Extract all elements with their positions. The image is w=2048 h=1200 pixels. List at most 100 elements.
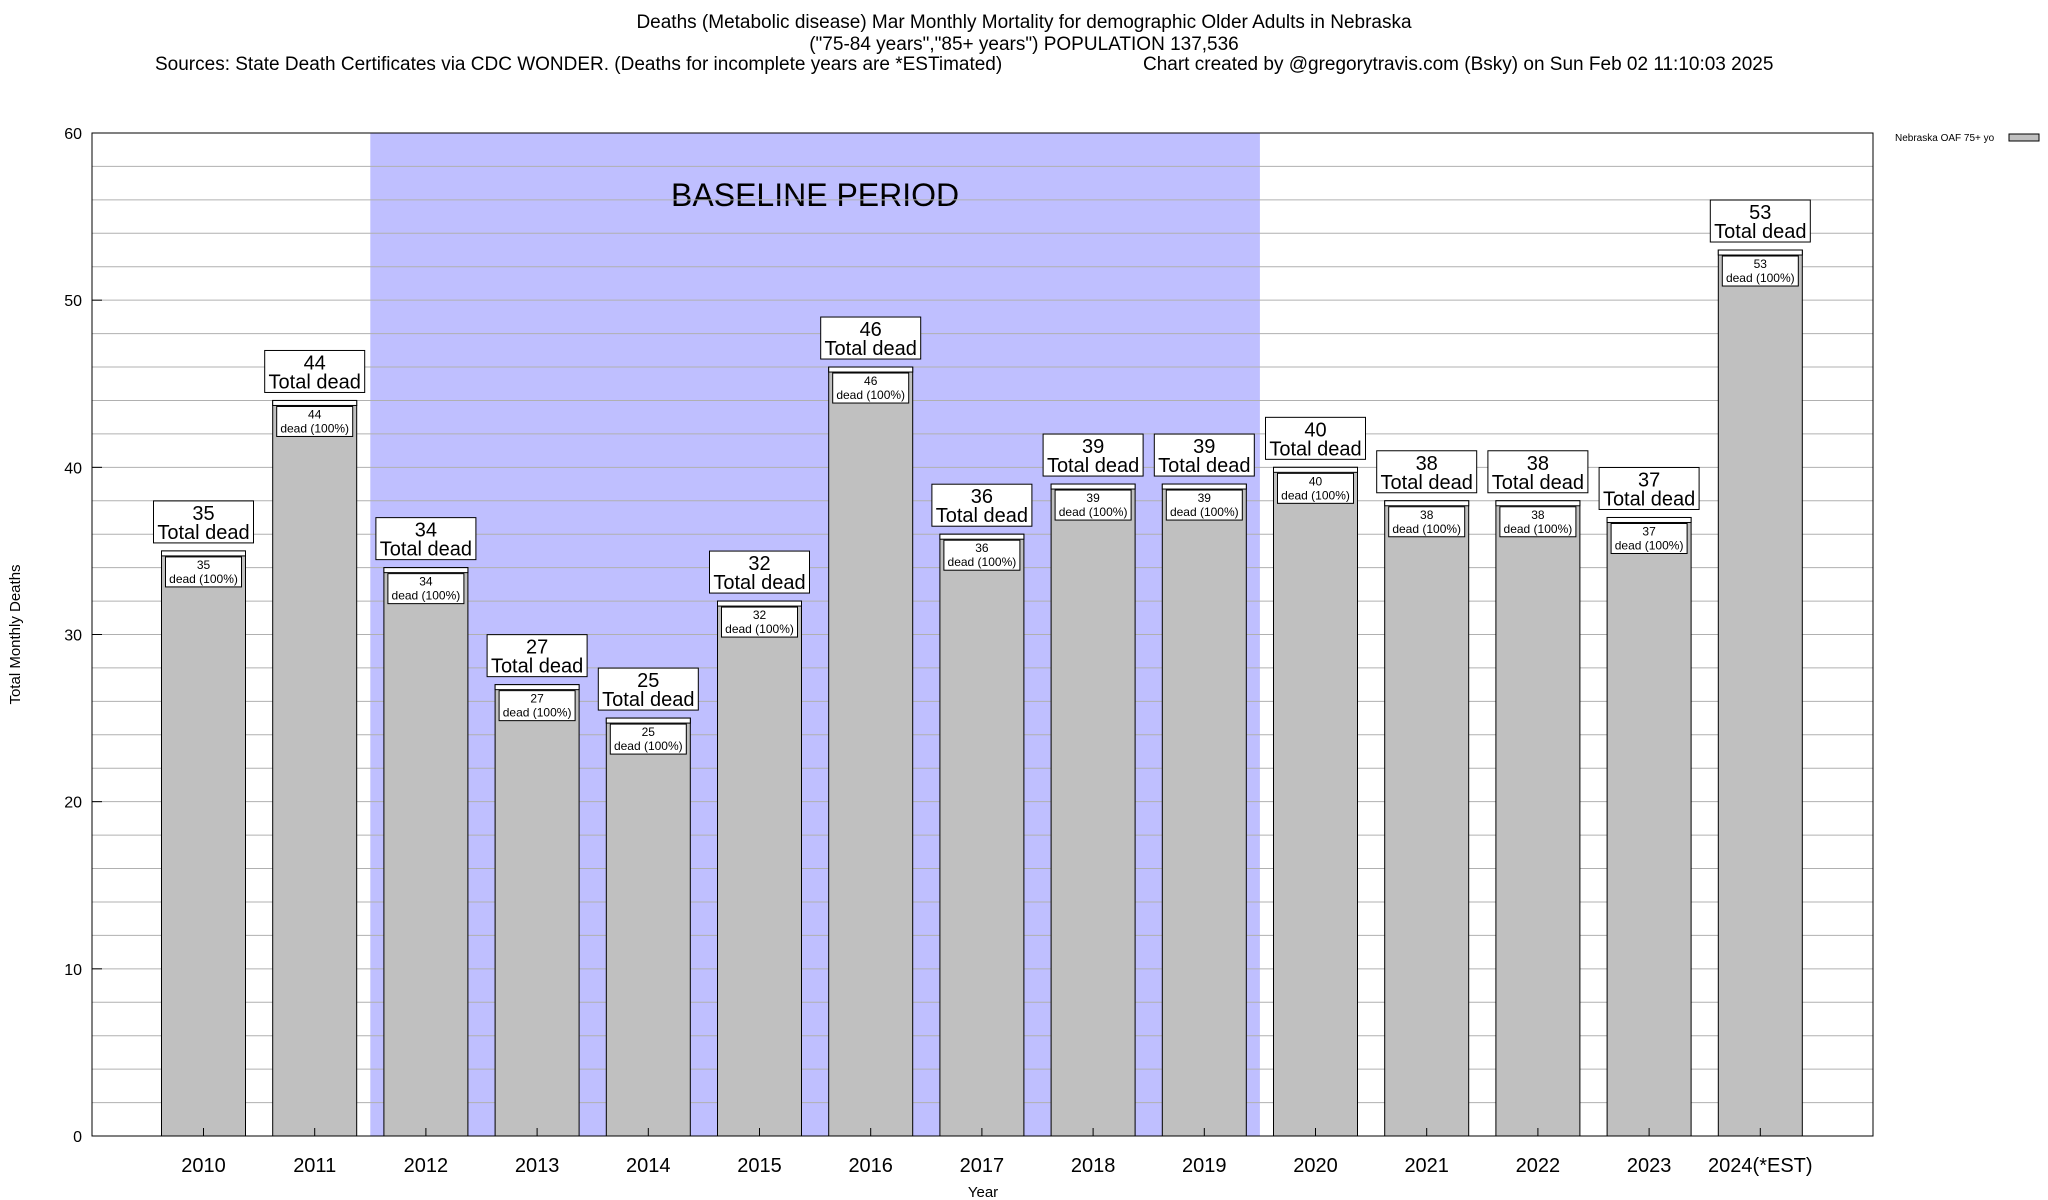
top-label-text: Total dead (1714, 221, 1806, 243)
y-tick-label: 40 (64, 460, 82, 477)
x-tick-label: 2015 (737, 1155, 782, 1177)
inner-label-text: dead (100%) (169, 572, 238, 586)
inner-label-box (1499, 506, 1577, 538)
top-label-text: Total dead (1158, 455, 1250, 477)
top-label-value: 36 (971, 486, 993, 508)
top-label-box (597, 667, 699, 711)
top-label-box (264, 349, 366, 393)
inner-label-value: 39 (1198, 491, 1212, 505)
top-label-text: Total dead (380, 539, 472, 561)
top-label-box (1376, 450, 1478, 494)
y-tick-label: 0 (73, 1129, 82, 1146)
top-label-text: Total dead (713, 572, 805, 594)
inner-label-text: dead (100%) (1281, 488, 1350, 502)
y-tick-label: 20 (64, 795, 82, 812)
bar-cap (494, 684, 580, 691)
top-label-box (931, 483, 1033, 527)
top-label-text: Total dead (269, 371, 361, 393)
top-label-box (1709, 199, 1811, 243)
bar (828, 366, 914, 1137)
title-line-1: Deaths (Metabolic disease) Mar Monthly M… (636, 12, 1412, 33)
inner-label-box (165, 556, 242, 588)
bar (1384, 500, 1470, 1137)
bar (1273, 466, 1358, 1137)
x-tick-label: 2019 (1182, 1155, 1227, 1177)
bar (1606, 516, 1692, 1137)
x-tick-label: 2016 (848, 1155, 893, 1177)
bar-cap (272, 399, 358, 406)
inner-label-text: dead (100%) (836, 388, 905, 402)
x-axis-label: Year (968, 1184, 998, 1200)
top-label-box (1042, 433, 1144, 477)
bar (1717, 249, 1803, 1137)
top-label-box (709, 550, 810, 594)
top-label-value: 37 (1638, 469, 1660, 491)
top-label-text: Total dead (491, 656, 583, 678)
inner-label-box (943, 539, 1021, 571)
bar (383, 567, 469, 1137)
bar-cap (1050, 483, 1136, 490)
top-label-text: Total dead (1492, 472, 1584, 494)
inner-label-text: dead (100%) (725, 622, 794, 636)
top-label-box (153, 500, 254, 544)
top-label-value: 27 (526, 637, 548, 659)
x-tick-label: 2021 (1404, 1155, 1449, 1177)
chart-title: Deaths (Metabolic disease) Mar Monthly M… (0, 12, 2048, 56)
inner-label-value: 40 (1309, 474, 1323, 488)
bar (161, 550, 246, 1137)
bar-cap (1606, 516, 1692, 523)
top-label-box (1265, 416, 1366, 460)
top-label-text: Total dead (602, 689, 694, 711)
top-label-box (486, 634, 588, 678)
bar (605, 717, 691, 1137)
top-label-text: Total dead (1047, 455, 1139, 477)
inner-label-box (498, 690, 576, 722)
inner-label-text: dead (100%) (1392, 522, 1461, 536)
inner-label-value: 44 (308, 407, 322, 421)
top-label-value: 44 (304, 352, 326, 374)
inner-label-text: dead (100%) (1615, 538, 1684, 552)
top-label-text: Total dead (1603, 488, 1695, 510)
bar (717, 600, 802, 1137)
inner-label-value: 39 (1086, 491, 1100, 505)
top-label-text: Total dead (1381, 472, 1473, 494)
bar (1050, 483, 1136, 1137)
top-label-box (1487, 450, 1589, 494)
top-label-value: 38 (1416, 453, 1438, 475)
x-tick-label: 2013 (515, 1155, 560, 1177)
sources-line: Sources: State Death Certificates via CD… (155, 54, 1003, 75)
bar-cap (1273, 466, 1358, 473)
inner-label-value: 36 (975, 541, 989, 555)
bar (272, 399, 358, 1137)
bar-cap (1717, 249, 1803, 256)
bar-cap (939, 533, 1025, 540)
bar-cap (1161, 483, 1247, 490)
inner-label-text: dead (100%) (1726, 271, 1795, 285)
inner-label-value: 46 (864, 374, 878, 388)
x-tick-label: 2017 (960, 1155, 1005, 1177)
top-label-value: 38 (1527, 453, 1549, 475)
bar-cap (717, 600, 802, 607)
inner-label-value: 35 (197, 558, 211, 572)
inner-label-box (1721, 255, 1799, 287)
x-tick-label: 2022 (1516, 1155, 1561, 1177)
inner-label-text: dead (100%) (948, 555, 1017, 569)
legend-label: Nebraska OAF 75+ yo (1895, 133, 1995, 144)
bar (1161, 483, 1247, 1137)
inner-label-text: dead (100%) (1170, 505, 1239, 519)
top-label-value: 40 (1304, 419, 1326, 441)
top-label-value: 25 (637, 670, 659, 692)
bar (1495, 500, 1581, 1137)
inner-label-value: 38 (1531, 508, 1545, 522)
y-tick-label: 10 (64, 962, 82, 979)
inner-label-text: dead (100%) (1059, 505, 1128, 519)
inner-label-value: 25 (642, 725, 656, 739)
inner-label-value: 37 (1642, 524, 1656, 538)
baseline-label: BASELINE PERIOD (671, 177, 959, 213)
inner-label-box (832, 372, 910, 404)
x-tick-label: 2011 (293, 1155, 336, 1177)
bar-cap (1495, 500, 1581, 507)
top-label-box (1153, 433, 1255, 477)
credit-line: Chart created by @gregorytravis.com (Bsk… (1143, 54, 1774, 75)
